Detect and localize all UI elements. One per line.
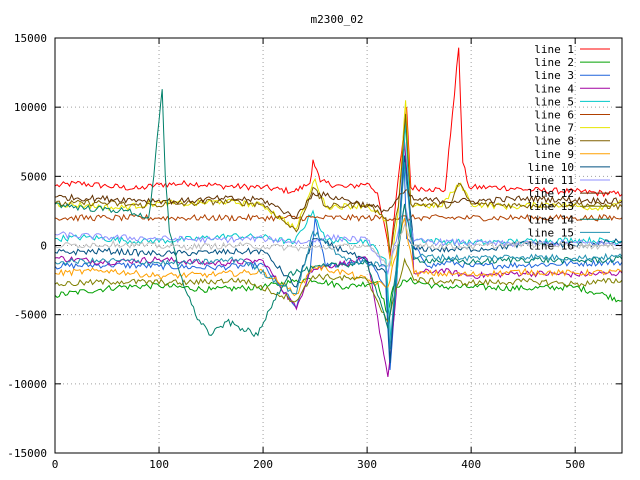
y-tick-label: -10000 bbox=[7, 378, 47, 391]
series-line-6 bbox=[54, 213, 623, 223]
legend-label-4: line 4 bbox=[534, 82, 574, 95]
legend-label-7: line 7 bbox=[534, 122, 574, 135]
series-line-2 bbox=[54, 276, 623, 317]
series-line-14 bbox=[54, 89, 623, 338]
series-line-12 bbox=[54, 188, 623, 220]
plot-border bbox=[54, 37, 623, 454]
legend-label-8: line 8 bbox=[534, 135, 574, 148]
legend-label-13: line 13 bbox=[528, 200, 574, 213]
legend-label-5: line 5 bbox=[534, 95, 574, 108]
y-tick-label: 15000 bbox=[14, 32, 47, 45]
series-layer bbox=[54, 47, 623, 377]
legend-label-6: line 6 bbox=[534, 109, 574, 122]
x-tick-label: 300 bbox=[357, 458, 377, 471]
y-tick-label: 5000 bbox=[21, 170, 48, 183]
series-line-15 bbox=[54, 162, 623, 350]
legend-label-16: line 16 bbox=[528, 240, 574, 253]
legend-label-9: line 9 bbox=[534, 148, 574, 161]
chart-title: m2300_02 bbox=[311, 13, 364, 26]
grid-layer bbox=[55, 38, 622, 453]
legend-label-3: line 3 bbox=[534, 69, 574, 82]
x-tick-label: 100 bbox=[149, 458, 169, 471]
legend-label-15: line 15 bbox=[528, 226, 574, 239]
legend-label-12: line 12 bbox=[528, 187, 574, 200]
legend-label-11: line 11 bbox=[528, 174, 574, 187]
x-tick-label: 200 bbox=[253, 458, 273, 471]
y-tick-label: -15000 bbox=[7, 447, 47, 460]
series-line-4 bbox=[54, 141, 623, 377]
x-tick-label: 500 bbox=[565, 458, 585, 471]
series-line-8 bbox=[54, 114, 623, 253]
legend-label-14: line 14 bbox=[528, 213, 575, 226]
y-tick-label: 10000 bbox=[14, 101, 47, 114]
y-tick-label: -5000 bbox=[14, 309, 47, 322]
x-tick-label: 400 bbox=[461, 458, 481, 471]
legend-label-10: line 10 bbox=[528, 161, 574, 174]
series-line-9 bbox=[54, 217, 623, 297]
y-tick-label: 0 bbox=[40, 240, 47, 253]
x-tick-label: 0 bbox=[52, 458, 59, 471]
series-line-1 bbox=[54, 47, 623, 260]
series-line-5 bbox=[54, 120, 623, 343]
series-line-13 bbox=[54, 257, 623, 323]
series-line-16 bbox=[54, 223, 623, 268]
legend-label-1: line 1 bbox=[534, 43, 574, 56]
axes-layer: 0 100 200 300 400 500 15000 10000 5000 0 -5000 -100… bbox=[7, 32, 623, 471]
legend-label-2: line 2 bbox=[534, 56, 574, 69]
